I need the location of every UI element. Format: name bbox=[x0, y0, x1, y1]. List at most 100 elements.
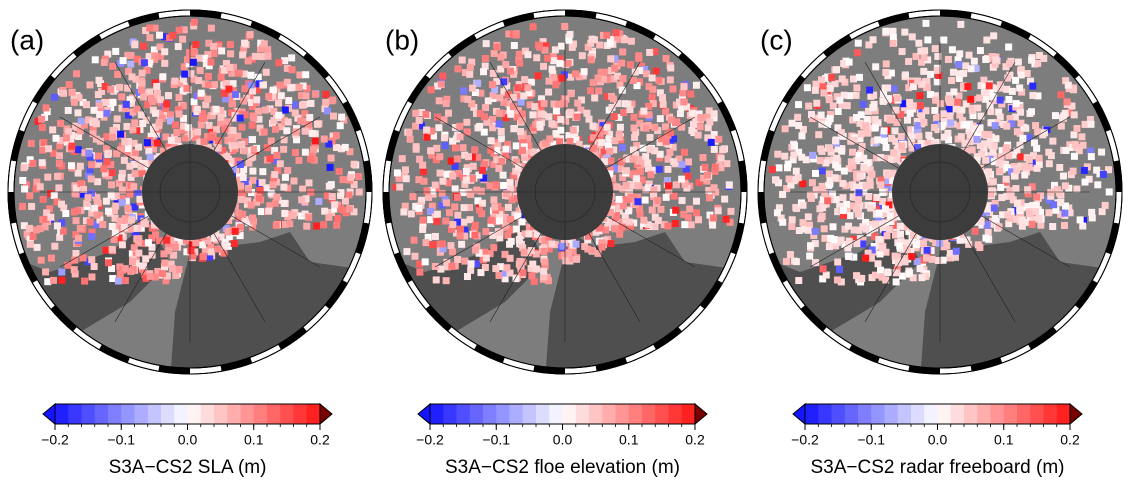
ice-cell bbox=[211, 81, 218, 88]
ice-cell bbox=[945, 56, 952, 63]
ice-cell bbox=[844, 102, 851, 109]
colorbar-step bbox=[1004, 404, 1018, 424]
ice-cell bbox=[977, 47, 984, 54]
ice-cell bbox=[394, 169, 401, 176]
ice-cell bbox=[687, 91, 694, 98]
colorbar-step bbox=[845, 404, 859, 424]
ice-cell bbox=[550, 57, 557, 64]
ice-cell bbox=[457, 232, 464, 239]
ice-cell bbox=[937, 100, 944, 107]
ice-cell bbox=[472, 222, 479, 229]
ice-cell bbox=[1077, 216, 1084, 223]
ice-cell bbox=[123, 101, 130, 108]
ice-cell bbox=[887, 212, 894, 219]
ice-cell bbox=[666, 149, 673, 156]
ice-cell bbox=[236, 70, 243, 77]
ice-cell bbox=[346, 191, 353, 198]
ice-cell bbox=[520, 92, 527, 99]
ice-cell bbox=[299, 186, 306, 193]
ice-cell bbox=[116, 218, 123, 225]
ice-cell bbox=[146, 24, 153, 31]
ice-cell bbox=[1005, 152, 1012, 159]
ice-cell bbox=[340, 176, 347, 183]
ice-cell bbox=[711, 110, 718, 117]
ice-cell bbox=[627, 193, 634, 200]
colorbar-step bbox=[108, 404, 122, 424]
ice-cell bbox=[321, 136, 328, 143]
ice-cell bbox=[587, 87, 594, 94]
ice-cell bbox=[890, 85, 897, 92]
ice-cell bbox=[477, 269, 484, 276]
ice-cell bbox=[42, 268, 49, 275]
ice-cell bbox=[105, 150, 112, 157]
ice-cell bbox=[647, 171, 654, 178]
ice-cell bbox=[186, 49, 193, 56]
ice-cell bbox=[449, 248, 456, 255]
ice-cell bbox=[227, 50, 234, 57]
ice-cell bbox=[1081, 167, 1088, 174]
tick-label: 0.0 bbox=[553, 432, 573, 448]
ice-cell bbox=[859, 143, 866, 150]
ice-cell bbox=[545, 89, 552, 96]
ice-cell bbox=[232, 228, 239, 235]
ice-cell bbox=[205, 81, 212, 88]
ice-cell bbox=[827, 85, 834, 92]
ice-cell bbox=[94, 212, 101, 219]
ice-cell bbox=[1036, 215, 1043, 222]
ice-cell bbox=[533, 54, 540, 61]
ice-cell bbox=[1073, 186, 1080, 193]
ice-cell bbox=[230, 127, 237, 134]
ice-cell bbox=[566, 110, 573, 117]
ice-cell bbox=[1048, 152, 1055, 159]
ice-cell bbox=[493, 181, 500, 188]
ice-cell bbox=[528, 272, 535, 279]
ice-cell bbox=[334, 215, 341, 222]
ice-cell bbox=[30, 233, 37, 240]
ice-cell bbox=[1032, 122, 1039, 129]
ice-cell bbox=[258, 53, 265, 60]
ice-cell bbox=[615, 196, 622, 203]
ice-cell bbox=[833, 155, 840, 162]
ice-cell bbox=[194, 128, 201, 135]
ice-cell bbox=[49, 126, 56, 133]
ice-cell bbox=[670, 86, 677, 93]
ice-cell bbox=[914, 78, 921, 85]
ice-cell bbox=[589, 36, 596, 43]
ice-cell bbox=[1056, 190, 1063, 197]
ice-cell bbox=[68, 162, 75, 169]
ice-cell bbox=[88, 233, 95, 240]
ice-cell bbox=[420, 178, 427, 185]
ice-cell bbox=[963, 121, 970, 128]
ice-cell bbox=[898, 142, 905, 149]
ice-cell bbox=[485, 97, 492, 104]
ice-cell bbox=[463, 177, 470, 184]
ice-cell bbox=[275, 112, 282, 119]
ice-cell bbox=[864, 116, 871, 123]
ice-cell bbox=[693, 198, 700, 205]
ice-cell bbox=[508, 238, 515, 245]
ice-cell bbox=[224, 118, 231, 125]
ice-cell bbox=[109, 223, 116, 230]
ice-cell bbox=[1022, 125, 1029, 132]
ice-cell bbox=[862, 255, 869, 262]
ice-cell bbox=[249, 215, 256, 222]
ice-cell bbox=[157, 96, 164, 103]
ice-cell bbox=[48, 255, 55, 262]
ice-cell bbox=[847, 212, 854, 219]
ice-cell bbox=[207, 248, 214, 255]
ice-cell bbox=[479, 167, 486, 174]
ice-cell bbox=[1072, 141, 1079, 148]
ice-cell bbox=[667, 76, 674, 83]
ice-cell bbox=[81, 278, 88, 285]
tick-label: −0.2 bbox=[41, 432, 69, 448]
ice-cell bbox=[464, 96, 471, 103]
ice-cell bbox=[819, 204, 826, 211]
ice-cell bbox=[101, 59, 108, 66]
ice-cell bbox=[833, 66, 840, 73]
ice-cell bbox=[452, 144, 459, 151]
ice-cell bbox=[884, 172, 891, 179]
ice-cell bbox=[117, 146, 124, 153]
ice-cell bbox=[620, 202, 627, 209]
ice-cell bbox=[590, 79, 597, 86]
